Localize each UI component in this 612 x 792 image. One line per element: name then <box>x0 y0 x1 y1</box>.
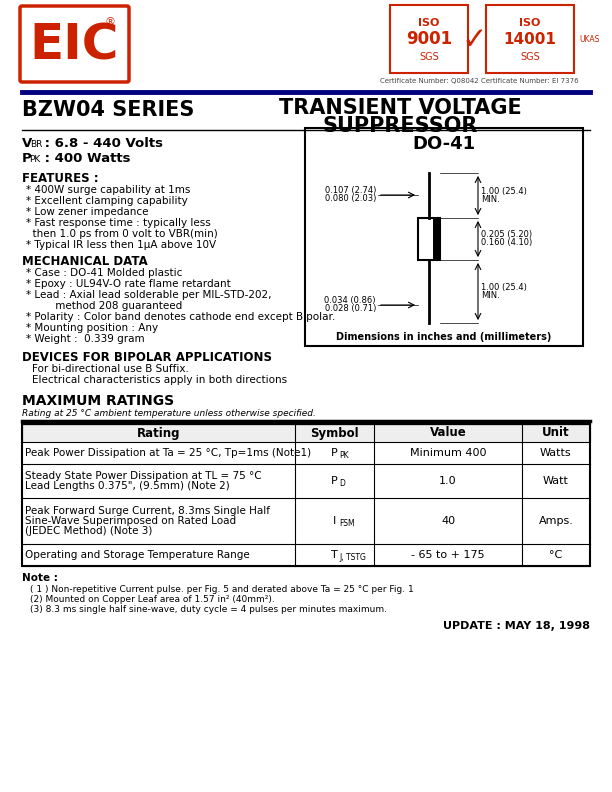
Text: P: P <box>22 152 32 165</box>
Text: Watts: Watts <box>540 448 572 458</box>
Text: UKAS: UKAS <box>579 36 599 44</box>
Text: FEATURES :: FEATURES : <box>22 172 99 185</box>
Text: P: P <box>331 448 338 458</box>
Bar <box>22 424 590 566</box>
Text: °C: °C <box>550 550 562 560</box>
Text: 0.028 (0.71): 0.028 (0.71) <box>324 304 376 314</box>
Text: ✓: ✓ <box>461 25 487 55</box>
Text: Operating and Storage Temperature Range: Operating and Storage Temperature Range <box>25 550 250 560</box>
Text: MECHANICAL DATA: MECHANICAL DATA <box>22 255 147 268</box>
Bar <box>418 218 440 260</box>
Text: * Low zener impedance: * Low zener impedance <box>26 207 149 217</box>
Text: * Polarity : Color band denotes cathode end except Bipolar.: * Polarity : Color band denotes cathode … <box>26 312 335 322</box>
Text: 0.205 (5.20): 0.205 (5.20) <box>481 230 532 239</box>
Text: (2) Mounted on Copper Leaf area of 1.57 in² (40mm²).: (2) Mounted on Copper Leaf area of 1.57 … <box>30 595 275 604</box>
Text: * Case : DO-41 Molded plastic: * Case : DO-41 Molded plastic <box>26 268 182 278</box>
Text: Lead Lengths 0.375", (9.5mm) (Note 2): Lead Lengths 0.375", (9.5mm) (Note 2) <box>25 481 230 491</box>
Text: method 208 guaranteed: method 208 guaranteed <box>26 301 182 311</box>
Text: PK: PK <box>29 155 40 164</box>
Text: then 1.0 ps from 0 volt to VBR(min): then 1.0 ps from 0 volt to VBR(min) <box>26 229 218 239</box>
Text: (3) 8.3 ms single half sine-wave, duty cycle = 4 pulses per minutes maximum.: (3) 8.3 ms single half sine-wave, duty c… <box>30 605 387 614</box>
Text: SUPPRESSOR: SUPPRESSOR <box>323 116 478 136</box>
Text: * Excellent clamping capability: * Excellent clamping capability <box>26 196 188 206</box>
Text: * Mounting position : Any: * Mounting position : Any <box>26 323 158 333</box>
Text: Rating at 25 °C ambient temperature unless otherwise specified.: Rating at 25 °C ambient temperature unle… <box>22 409 316 418</box>
Text: For bi-directional use B Suffix.: For bi-directional use B Suffix. <box>32 364 189 374</box>
Text: Certificate Number: Q08042: Certificate Number: Q08042 <box>379 78 479 84</box>
Text: - 65 to + 175: - 65 to + 175 <box>411 550 485 560</box>
Text: I: I <box>333 516 336 526</box>
Text: Dimensions in inches and (millimeters): Dimensions in inches and (millimeters) <box>337 332 551 342</box>
Text: MIN.: MIN. <box>481 195 500 204</box>
Text: : 6.8 - 440 Volts: : 6.8 - 440 Volts <box>40 137 163 150</box>
Text: Note :: Note : <box>22 573 58 583</box>
Text: * Typical IR less then 1μA above 10V: * Typical IR less then 1μA above 10V <box>26 240 216 250</box>
Text: Symbol: Symbol <box>310 427 359 440</box>
Text: 9001: 9001 <box>406 30 452 48</box>
Text: V: V <box>22 137 32 150</box>
Text: DO-41: DO-41 <box>412 135 476 153</box>
Text: * Weight :  0.339 gram: * Weight : 0.339 gram <box>26 334 144 344</box>
Text: EIC: EIC <box>29 22 119 70</box>
Text: MIN.: MIN. <box>481 291 500 300</box>
Text: (JEDEC Method) (Note 3): (JEDEC Method) (Note 3) <box>25 526 152 536</box>
Text: Rating: Rating <box>136 427 180 440</box>
Text: * Epoxy : UL94V-O rate flame retardant: * Epoxy : UL94V-O rate flame retardant <box>26 279 231 289</box>
Text: BR: BR <box>30 140 42 149</box>
Text: Minimum 400: Minimum 400 <box>410 448 487 458</box>
Text: Peak Forward Surge Current, 8.3ms Single Half: Peak Forward Surge Current, 8.3ms Single… <box>25 506 270 516</box>
Text: : 400 Watts: : 400 Watts <box>40 152 130 165</box>
Bar <box>433 218 440 260</box>
Text: * Lead : Axial lead solderable per MIL-STD-202,: * Lead : Axial lead solderable per MIL-S… <box>26 290 272 300</box>
Text: Certificate Number: EI 7376: Certificate Number: EI 7376 <box>481 78 579 84</box>
Bar <box>22 424 590 442</box>
Text: D: D <box>340 478 345 488</box>
Text: * Fast response time : typically less: * Fast response time : typically less <box>26 218 211 228</box>
Text: BZW04 SERIES: BZW04 SERIES <box>22 100 195 120</box>
Text: Amps.: Amps. <box>539 516 573 526</box>
Bar <box>486 5 574 73</box>
Text: 0.107 (2.74): 0.107 (2.74) <box>324 186 376 196</box>
Bar <box>390 5 468 73</box>
Text: 1.00 (25.4): 1.00 (25.4) <box>481 187 527 196</box>
Text: Sine-Wave Superimposed on Rated Load: Sine-Wave Superimposed on Rated Load <box>25 516 236 526</box>
Text: Unit: Unit <box>542 427 570 440</box>
Text: J, TSTG: J, TSTG <box>340 553 366 562</box>
Text: 1.0: 1.0 <box>439 476 457 486</box>
Bar <box>22 424 590 442</box>
Text: Steady State Power Dissipation at TL = 75 °C: Steady State Power Dissipation at TL = 7… <box>25 471 261 481</box>
Text: 0.034 (0.86): 0.034 (0.86) <box>324 296 376 306</box>
Text: 0.080 (2.03): 0.080 (2.03) <box>324 195 376 204</box>
Text: MAXIMUM RATINGS: MAXIMUM RATINGS <box>22 394 174 408</box>
Text: ®: ® <box>105 17 116 27</box>
Text: UPDATE : MAY 18, 1998: UPDATE : MAY 18, 1998 <box>443 621 590 631</box>
Text: SGS: SGS <box>419 52 439 62</box>
Text: Electrical characteristics apply in both directions: Electrical characteristics apply in both… <box>32 375 287 385</box>
Text: 14001: 14001 <box>504 32 556 47</box>
Text: 0.160 (4.10): 0.160 (4.10) <box>481 238 532 247</box>
Text: P: P <box>331 476 338 486</box>
Text: ISO: ISO <box>419 18 439 28</box>
Bar <box>305 128 583 346</box>
Text: PK: PK <box>340 451 349 459</box>
Text: TRANSIENT VOLTAGE: TRANSIENT VOLTAGE <box>278 98 521 118</box>
Text: FSM: FSM <box>340 519 355 527</box>
Text: ( 1 ) Non-repetitive Current pulse. per Fig. 5 and derated above Ta = 25 °C per : ( 1 ) Non-repetitive Current pulse. per … <box>30 585 414 594</box>
Text: Peak Power Dissipation at Ta = 25 °C, Tp=1ms (Note1): Peak Power Dissipation at Ta = 25 °C, Tp… <box>25 448 311 458</box>
Text: SGS: SGS <box>520 52 540 62</box>
Text: 1.00 (25.4): 1.00 (25.4) <box>481 283 527 292</box>
Text: Value: Value <box>430 427 466 440</box>
Text: T: T <box>331 550 338 560</box>
FancyBboxPatch shape <box>20 6 129 82</box>
Text: DEVICES FOR BIPOLAR APPLICATIONS: DEVICES FOR BIPOLAR APPLICATIONS <box>22 351 272 364</box>
Text: ISO: ISO <box>520 18 540 28</box>
Text: Watt: Watt <box>543 476 569 486</box>
Text: * 400W surge capability at 1ms: * 400W surge capability at 1ms <box>26 185 190 195</box>
Text: 40: 40 <box>441 516 455 526</box>
